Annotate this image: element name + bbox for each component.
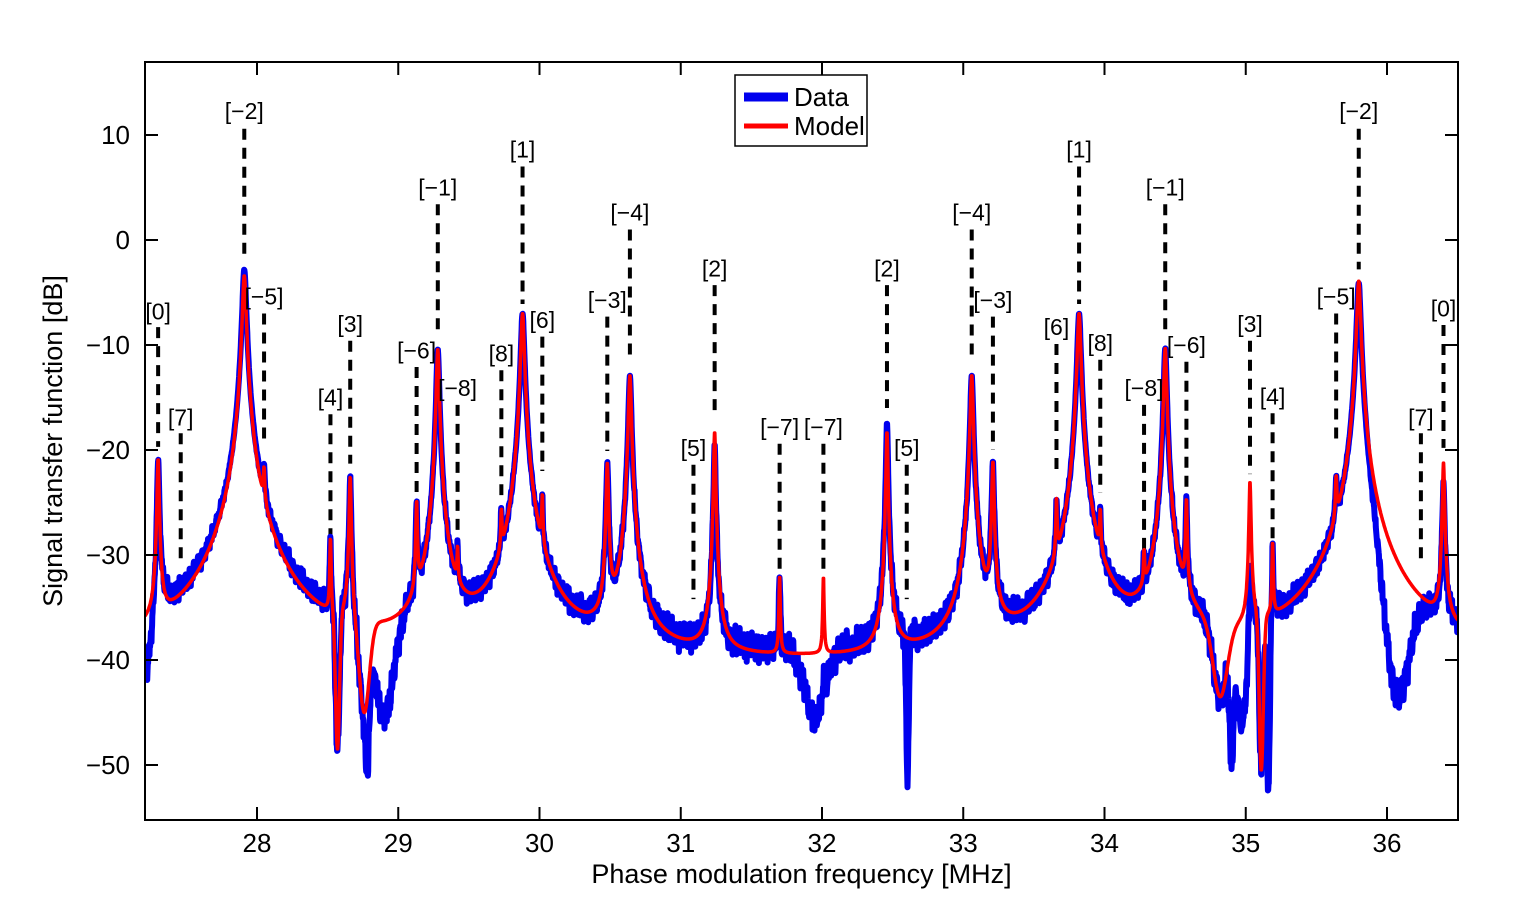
- peak-label: [4]: [318, 385, 344, 411]
- legend-data-label: Data: [794, 82, 849, 112]
- data-series-line: [145, 266, 1458, 794]
- x-tick-label: 29: [384, 828, 413, 858]
- x-tick-label: 31: [666, 828, 695, 858]
- peak-label: [−1]: [418, 175, 457, 201]
- peak-label: [4]: [1260, 383, 1286, 409]
- peak-label: [8]: [1087, 330, 1113, 356]
- peak-markers: [156, 128, 1446, 600]
- peak-label: [−3]: [588, 287, 627, 313]
- peak-label: [1]: [1066, 137, 1092, 163]
- x-tick-label: 36: [1373, 828, 1402, 858]
- y-tick-label: 10: [101, 120, 130, 150]
- peak-label: [6]: [530, 307, 556, 333]
- model-series-line: [145, 274, 1458, 772]
- y-tick-label: −20: [86, 435, 130, 465]
- peak-label: [−8]: [1125, 375, 1164, 401]
- peak-label: [−6]: [397, 337, 436, 363]
- y-tick-label: −40: [86, 645, 130, 675]
- peak-label: [−5]: [245, 284, 284, 310]
- peak-label: [3]: [1237, 311, 1263, 337]
- peak-label: [−2]: [1339, 98, 1378, 124]
- peak-label: [6]: [1044, 314, 1070, 340]
- axes: 28 29 30 31 32 33 34 35 36 10 0 −10 −20 −30 −40 −50 Phas…: [38, 61, 1459, 889]
- y-tick-label: −30: [86, 540, 130, 570]
- peak-label: [3]: [337, 311, 363, 337]
- peak-label: [−3]: [973, 287, 1012, 313]
- y-axis-title: Signal transfer function [dB]: [38, 275, 68, 607]
- x-tick-label: 35: [1231, 828, 1260, 858]
- peak-label: [−8]: [438, 375, 477, 401]
- peak-label: [−4]: [610, 200, 649, 226]
- series-curves: [145, 266, 1458, 794]
- peak-label: [−7]: [804, 414, 843, 440]
- peak-label: [5]: [894, 435, 920, 461]
- peak-label: [0]: [1431, 295, 1457, 321]
- peak-label: [8]: [489, 340, 515, 366]
- peak-label: [−4]: [952, 200, 991, 226]
- y-tick-label: −10: [86, 330, 130, 360]
- x-tick-label: 30: [525, 828, 554, 858]
- x-tick-label: 34: [1090, 828, 1119, 858]
- peak-label: [7]: [168, 404, 194, 430]
- x-tick-label: 33: [949, 828, 978, 858]
- peak-labels: [0] [7] [−2] [−5] [4] [3] [−6] [−1] [−8] [8] [1] [6…: [145, 98, 1456, 461]
- peak-label: [2]: [702, 255, 728, 281]
- plot-border: [144, 61, 1459, 821]
- x-axis-title: Phase modulation frequency [MHz]: [591, 859, 1011, 889]
- peak-label: [1]: [510, 137, 536, 163]
- legend-model-label: Model: [794, 111, 865, 141]
- peak-label: [−1]: [1146, 175, 1185, 201]
- peak-label: [5]: [681, 435, 707, 461]
- x-tick-label: 32: [808, 828, 837, 858]
- y-tick-label: −50: [86, 750, 130, 780]
- peak-label: [−6]: [1167, 332, 1206, 358]
- peak-label: [−5]: [1317, 284, 1356, 310]
- peak-label: [0]: [145, 298, 171, 324]
- peak-label: [−2]: [225, 98, 264, 124]
- y-tick-label: 0: [116, 225, 130, 255]
- peak-label: [−7]: [760, 414, 799, 440]
- peak-label: [2]: [874, 255, 900, 281]
- x-tick-label: 28: [243, 828, 272, 858]
- legend-box: [734, 74, 868, 147]
- peak-label: [7]: [1408, 404, 1434, 430]
